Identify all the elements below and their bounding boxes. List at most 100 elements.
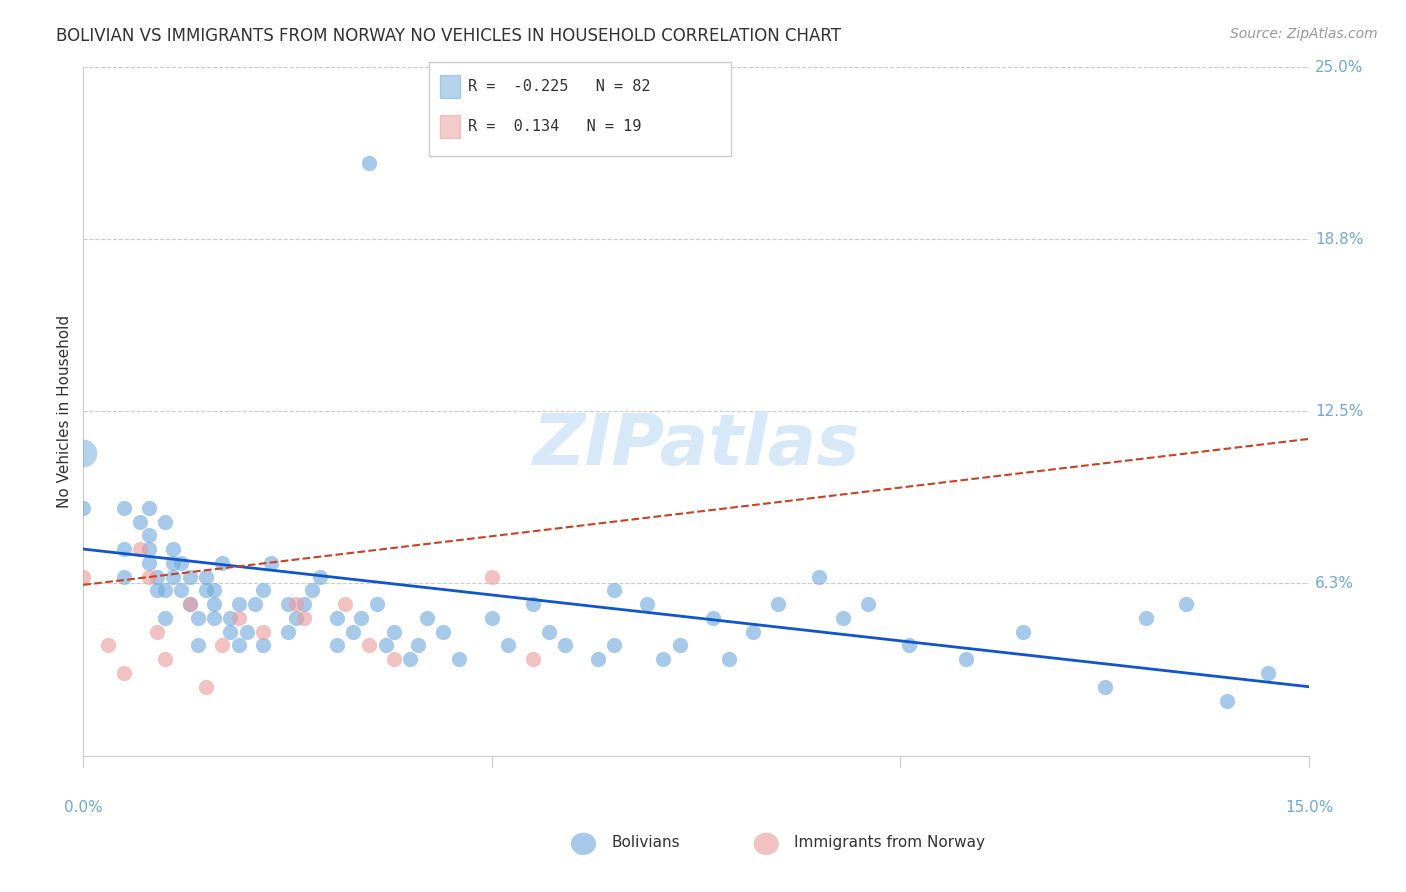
Point <box>359 639 381 653</box>
Point <box>260 556 283 570</box>
Point <box>522 597 544 611</box>
Point <box>252 639 274 653</box>
Point <box>202 597 225 611</box>
Point <box>374 639 396 653</box>
Point <box>138 556 160 570</box>
Point <box>277 597 299 611</box>
Point <box>202 583 225 598</box>
Point <box>228 639 250 653</box>
Point <box>97 639 120 653</box>
Text: 6.3%: 6.3% <box>1315 576 1354 591</box>
Point <box>179 597 201 611</box>
Point <box>432 624 454 639</box>
Point <box>496 639 519 653</box>
Point <box>603 639 626 653</box>
Point <box>955 652 977 666</box>
Text: Bolivians: Bolivians <box>612 836 681 850</box>
Point <box>350 611 373 625</box>
Text: 12.5%: 12.5% <box>1315 404 1364 419</box>
Point <box>243 597 266 611</box>
Point <box>153 652 176 666</box>
Point <box>146 569 169 583</box>
Text: BOLIVIAN VS IMMIGRANTS FROM NORWAY NO VEHICLES IN HOUSEHOLD CORRELATION CHART: BOLIVIAN VS IMMIGRANTS FROM NORWAY NO VE… <box>56 27 841 45</box>
Point <box>586 652 609 666</box>
Point <box>219 611 242 625</box>
Point <box>399 652 422 666</box>
Point <box>717 652 740 666</box>
Point <box>284 611 307 625</box>
Point <box>129 515 152 529</box>
Point <box>72 569 94 583</box>
Point <box>342 624 364 639</box>
Point <box>162 569 184 583</box>
Point <box>252 583 274 598</box>
Point <box>1175 597 1198 611</box>
Point <box>202 611 225 625</box>
Point <box>277 624 299 639</box>
Text: Immigrants from Norway: Immigrants from Norway <box>794 836 986 850</box>
Point <box>194 583 217 598</box>
Point <box>292 597 315 611</box>
Point <box>162 556 184 570</box>
Point <box>187 611 209 625</box>
Point <box>669 639 692 653</box>
Point <box>252 624 274 639</box>
Point <box>235 624 257 639</box>
Point <box>138 528 160 542</box>
Point <box>228 597 250 611</box>
Point <box>702 611 724 625</box>
Point <box>415 611 437 625</box>
Point <box>309 569 332 583</box>
Point <box>153 583 176 598</box>
Point <box>284 597 307 611</box>
Point <box>481 611 503 625</box>
Point <box>766 597 789 611</box>
Point <box>325 639 347 653</box>
Point <box>333 597 356 611</box>
Point <box>129 542 152 557</box>
Point <box>153 611 176 625</box>
Text: R =  -0.225   N = 82: R = -0.225 N = 82 <box>468 79 651 94</box>
Point <box>301 583 323 598</box>
Point <box>211 556 233 570</box>
Text: 25.0%: 25.0% <box>1315 60 1364 75</box>
Point <box>1135 611 1157 625</box>
Point <box>138 500 160 515</box>
Point <box>228 611 250 625</box>
Point <box>856 597 879 611</box>
Point <box>554 639 576 653</box>
Point <box>146 583 169 598</box>
Point <box>603 583 626 598</box>
Point <box>72 500 94 515</box>
Point <box>408 639 430 653</box>
Text: 15.0%: 15.0% <box>1285 799 1333 814</box>
Point <box>1257 665 1279 680</box>
Point <box>1012 624 1035 639</box>
Point <box>359 156 381 170</box>
Point <box>219 624 242 639</box>
Point <box>481 569 503 583</box>
Point <box>366 597 388 611</box>
Point <box>194 569 217 583</box>
Point <box>187 639 209 653</box>
Text: ZIPatlas: ZIPatlas <box>533 411 860 480</box>
Point <box>170 556 193 570</box>
Point <box>138 542 160 557</box>
Point <box>179 597 201 611</box>
Point <box>1216 693 1239 707</box>
Point <box>1094 680 1116 694</box>
Point <box>636 597 658 611</box>
Text: 0.0%: 0.0% <box>63 799 103 814</box>
Point <box>194 680 217 694</box>
Point <box>112 500 135 515</box>
Y-axis label: No Vehicles in Household: No Vehicles in Household <box>58 315 72 508</box>
Point <box>382 624 405 639</box>
Point <box>807 569 830 583</box>
Point <box>153 515 176 529</box>
Point <box>742 624 765 639</box>
Point <box>292 611 315 625</box>
Point <box>112 542 135 557</box>
Point <box>522 652 544 666</box>
Point <box>652 652 675 666</box>
Point <box>72 445 94 459</box>
